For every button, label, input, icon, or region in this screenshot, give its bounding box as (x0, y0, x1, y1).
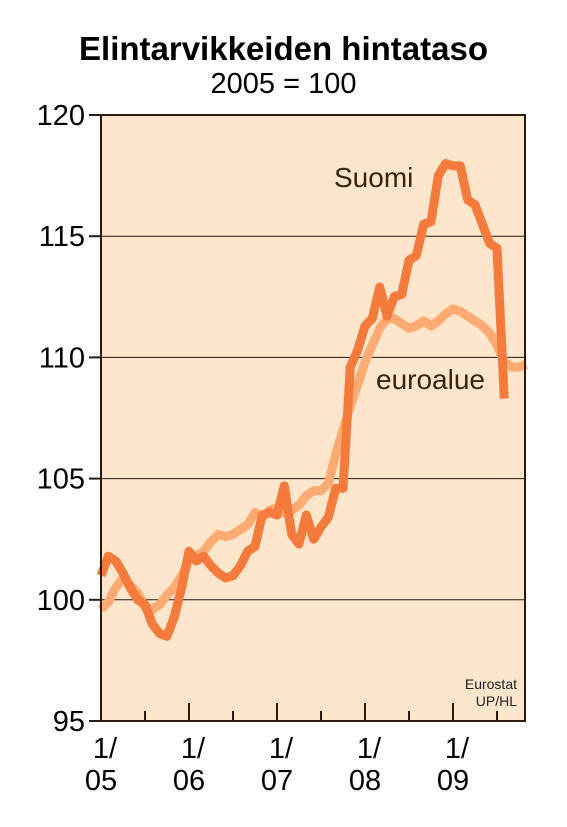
annotation-suomi: Suomi (334, 162, 413, 193)
series-line-euroalue (97, 304, 528, 614)
y-tick-label-115: 115 (39, 221, 85, 253)
x-tick-label-line2-1: 06 (173, 765, 205, 797)
source-line-2: UP/HL (476, 693, 517, 709)
grid-lines (101, 235, 525, 601)
source-line-1: Eurostat (465, 676, 517, 692)
x-tick-label-line1-3: 1/ (357, 733, 382, 765)
x-tick-label-line2-2: 07 (261, 765, 293, 797)
y-tick-label-120: 120 (37, 100, 85, 132)
y-tick-label-95: 95 (53, 706, 85, 738)
x-axis-ticks: 1/051/061/071/081/09 (85, 703, 498, 797)
y-axis-ticks: 95 100 105 110 115 120 (37, 100, 101, 738)
series-lines (96, 159, 528, 641)
chart-subtitle: 2005 = 100 (210, 68, 357, 100)
annotation-euroalue: euroalue (376, 364, 485, 395)
y-tick-label-110: 110 (39, 342, 85, 374)
chart-title: Elintarvikkeiden hintataso (79, 30, 488, 67)
x-tick-label-line2-0: 05 (85, 765, 117, 797)
y-tick-label-105: 105 (37, 464, 85, 496)
x-tick-label-line1-4: 1/ (445, 733, 470, 765)
x-tick-label-line2-4: 09 (437, 765, 469, 797)
x-tick-label-line1-1: 1/ (181, 733, 206, 765)
x-tick-label-line2-3: 08 (349, 765, 381, 797)
x-tick-label-line1-0: 1/ (93, 733, 118, 765)
plot-frame (100, 114, 526, 722)
y-tick-label-100: 100 (37, 585, 85, 617)
x-tick-label-line1-2: 1/ (269, 733, 294, 765)
series-line-suomi (96, 159, 509, 641)
